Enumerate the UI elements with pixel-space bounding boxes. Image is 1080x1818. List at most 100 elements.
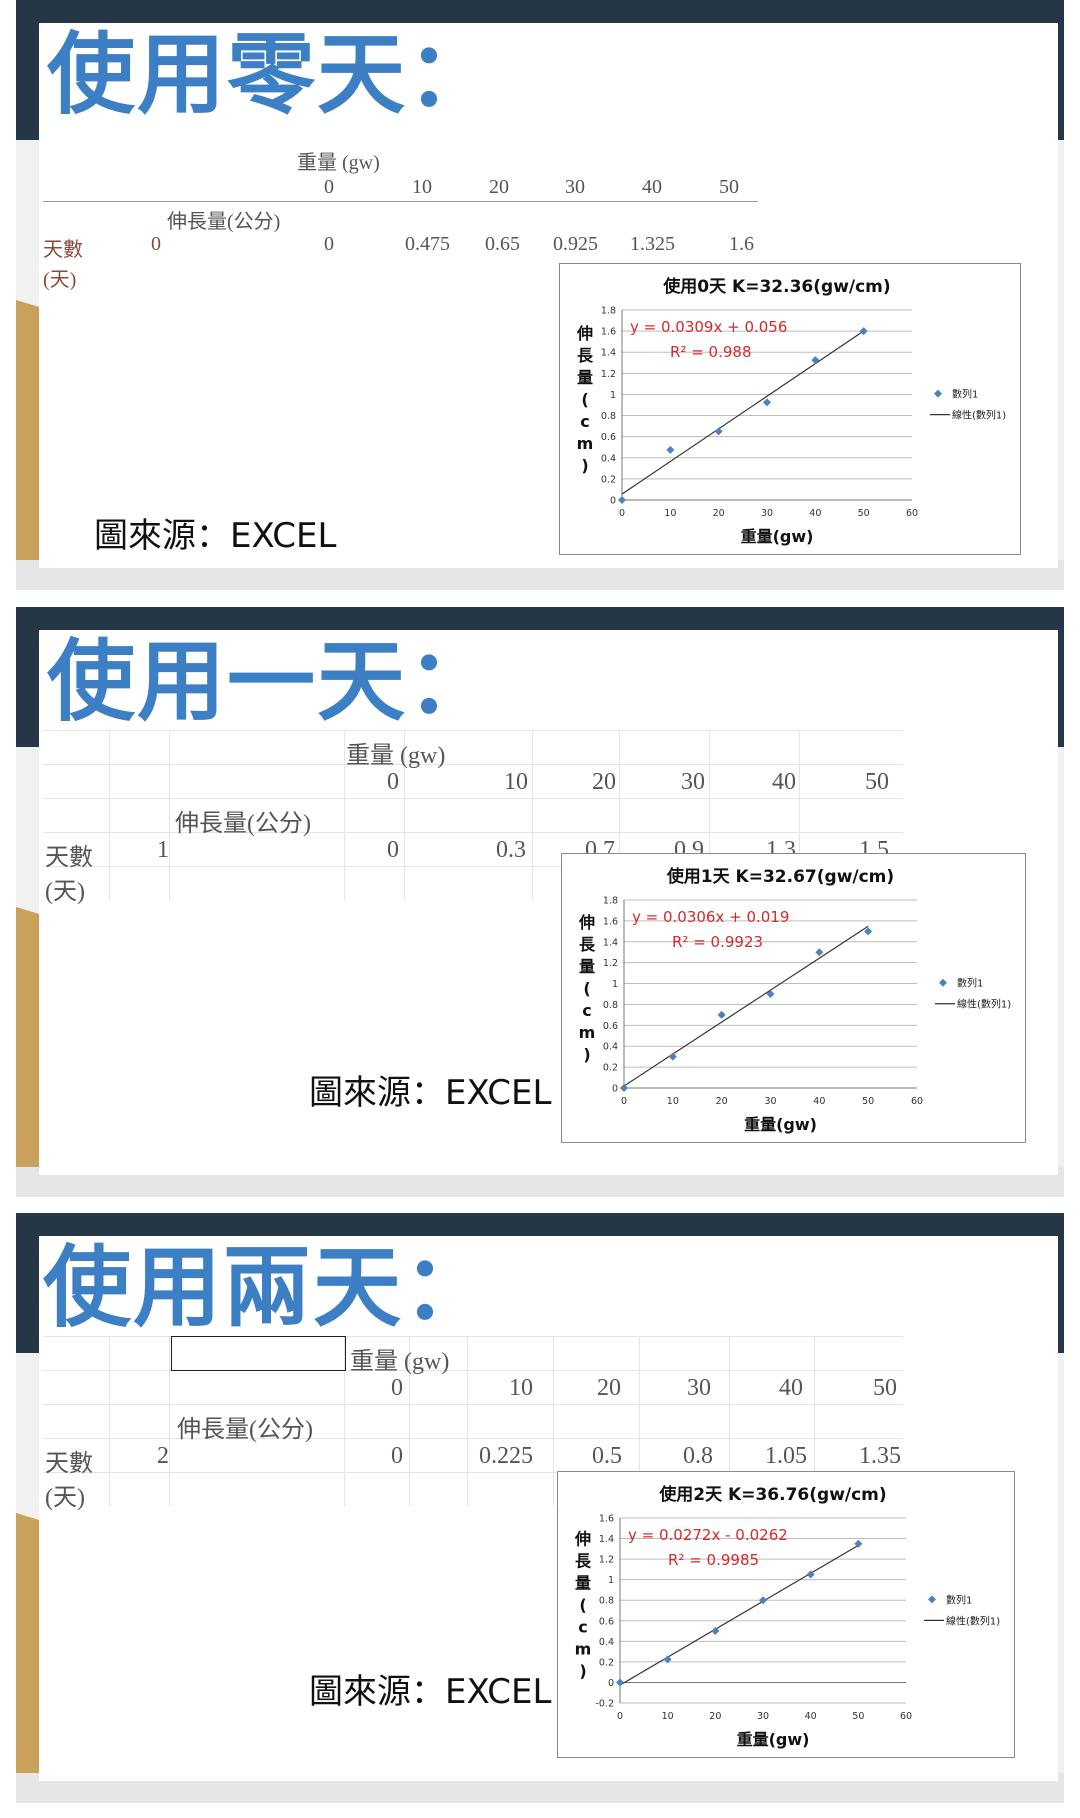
x-tick-label: 50 [858, 508, 870, 519]
weight-cell: 0 [391, 1375, 403, 1401]
y-axis-label-char: 伸 [576, 324, 593, 343]
legend-trend: 線性(數列1) [952, 409, 1006, 422]
x-tick-label: 0 [619, 508, 625, 519]
trendline [619, 1544, 859, 1686]
data-point [763, 398, 771, 407]
legend-marker [928, 1595, 936, 1604]
elongation-cell: 0.3 [496, 837, 526, 863]
days-unit: (天) [45, 1485, 85, 1511]
x-tick-label: 20 [709, 1711, 721, 1722]
y-tick-label: 0.4 [601, 453, 616, 464]
trend-r2: R² = 0.9985 [668, 1551, 759, 1569]
y-tick-label: 1.2 [601, 369, 616, 380]
y-axis-label-char: ) [583, 1045, 590, 1064]
x-tick-label: 0 [617, 1711, 623, 1722]
data-point [766, 990, 775, 998]
weight-cell: 20 [592, 769, 616, 795]
y-axis-label-char: 長 [575, 1552, 592, 1571]
x-axis-label: 重量(gw) [737, 1730, 810, 1749]
x-tick-label: 60 [900, 1711, 912, 1722]
slide-title: 使用兩天： [43, 1236, 494, 1339]
source-caption: 圖來源：EXCEL [309, 1672, 552, 1712]
x-tick-label: 40 [813, 1096, 825, 1107]
data-point [668, 1052, 677, 1061]
days-unit: (天) [43, 269, 77, 291]
data-point [714, 427, 723, 436]
elongation-cell: 1.35 [859, 1443, 901, 1469]
data-point [666, 445, 675, 454]
x-tick-label: 30 [761, 508, 773, 519]
legend-series: 數列1 [952, 388, 978, 401]
y-axis-label-char: m [575, 1640, 592, 1659]
y-axis-label: 伸長量 (c m) [576, 324, 594, 475]
trend-equation: y = 0.0306x + 0.019 [632, 908, 789, 926]
chart-svg: 使用1天 K=32.67(gw/cm) 0 0.2 0.4 0.6 0.8 1 1.2 1.4 1… [578, 866, 1011, 1134]
slide-day-1: 使用一天： 重量 (gw) 0 10 20 30 40 50 伸長量(公分) 天… [16, 607, 1064, 1197]
y-axis-label-char: c [582, 1001, 591, 1020]
y-axis-label-char: 伸 [574, 1530, 591, 1549]
x-tick-label: 0 [621, 1096, 627, 1107]
elongation-cell: 0 [387, 837, 399, 863]
weight-header: 重量 (gw) [350, 1349, 450, 1375]
weight-cell: 10 [504, 769, 528, 795]
y-axis-label-char: c [580, 412, 589, 431]
x-tick-label: 50 [852, 1711, 864, 1722]
y-tick-label: 1.4 [601, 348, 616, 359]
data-table: 重量 (gw) 0 10 20 30 40 50 伸長量(公分) 天數 1 0 … [39, 630, 1058, 905]
elongation-cell: 1.325 [630, 233, 675, 255]
y-axis-label-char: c [578, 1618, 587, 1637]
y-axis-label-char: 量 [575, 1574, 591, 1593]
elongation-cell: 0.65 [485, 233, 520, 255]
y-tick-label: 0.8 [601, 411, 616, 422]
y-axis-label-char: m [579, 1023, 596, 1042]
trend-equation: y = 0.0309x + 0.056 [630, 318, 787, 336]
y-tick-label: 0 [610, 496, 616, 507]
y-tick-label: 0.2 [601, 474, 616, 485]
y-axis-label-char: ) [579, 1662, 586, 1681]
data-point [663, 1655, 672, 1664]
data-point [759, 1596, 767, 1605]
source-caption: 圖來源：EXCEL [309, 1073, 552, 1113]
y-tick-label: -0.2 [595, 1699, 614, 1710]
trend-r2: R² = 0.9923 [672, 933, 763, 951]
source-caption: 圖來源：EXCEL [94, 516, 337, 556]
trend-r2: R² = 0.988 [670, 343, 751, 361]
selected-cell[interactable] [171, 1336, 346, 1371]
weight-cell: 50 [873, 1375, 897, 1401]
days-value: 2 [157, 1443, 169, 1469]
weight-header: 重量 (gw) [346, 743, 446, 769]
weight-header: 重量 (gw) [297, 152, 380, 174]
slide-title: 使用零天： [47, 23, 498, 126]
y-tick-label: 0 [612, 1084, 618, 1095]
legend-trend: 線性(數列1) [957, 998, 1011, 1011]
chart-day-1: 使用1天 K=32.67(gw/cm) 0 0.2 0.4 0.6 0.8 1 1.2 1.4 1… [561, 853, 1026, 1143]
chart-svg: 使用0天 K=32.36(gw/cm) 0 0.2 0.4 0.6 0.8 1 1.2 1.4 1… [576, 276, 1006, 546]
chart-title: 使用1天 K=32.67(gw/cm) [666, 866, 894, 887]
elongation-cell: 0.925 [553, 233, 598, 255]
x-tick-label: 40 [809, 508, 821, 519]
elongation-cell: 0.225 [479, 1443, 533, 1469]
x-tick-label: 10 [667, 1096, 679, 1107]
x-tick-label: 10 [664, 508, 676, 519]
y-axis-label-char: ( [583, 979, 590, 998]
y-axis-label: 伸長量 (c m) [574, 1530, 592, 1681]
y-tick-label: 0.6 [601, 432, 616, 443]
y-tick-label: 1.4 [599, 1534, 614, 1545]
data-point [811, 356, 820, 365]
x-tick-label: 30 [757, 1711, 769, 1722]
elongation-header: 伸長量(公分) [177, 1417, 313, 1443]
y-tick-label: 0.8 [599, 1596, 614, 1607]
days-unit: (天) [45, 879, 85, 905]
weight-cell: 40 [772, 769, 796, 795]
days-label: 天數 [45, 845, 93, 871]
slide-panel: 使用零天： 重量 (gw) 0 10 20 30 40 50 伸長量(公分) 天… [39, 23, 1058, 568]
y-tick-label: 0 [608, 1678, 614, 1689]
slide-day-2: 使用兩天： 重量 (gw) 0 10 20 30 40 50 伸長量(公分) [16, 1213, 1064, 1803]
y-axis-label: 伸長量 (c m) [578, 913, 596, 1064]
elongation-cell: 1.05 [765, 1443, 807, 1469]
y-tick-label: 0.6 [599, 1616, 614, 1627]
weight-cell: 20 [597, 1375, 621, 1401]
x-tick-label: 30 [764, 1096, 776, 1107]
elongation-cell: 0 [391, 1443, 403, 1469]
weight-cell: 20 [489, 176, 509, 198]
